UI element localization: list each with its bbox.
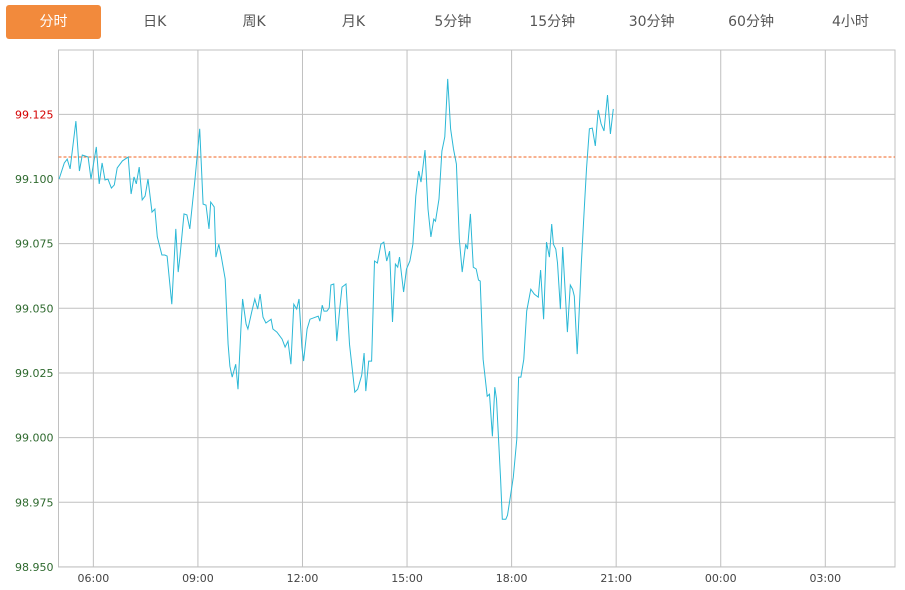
- tab-60min[interactable]: 60分钟: [728, 14, 774, 30]
- x-tick-label: 06:00: [78, 572, 110, 585]
- x-tick-label: 18:00: [496, 572, 528, 585]
- x-tick-label: 12:00: [287, 572, 319, 585]
- tab-30min[interactable]: 30分钟: [628, 14, 675, 30]
- y-tick-label: 98.975: [15, 496, 54, 509]
- tab-4hour[interactable]: 4小时: [831, 14, 869, 30]
- tab-daily-k[interactable]: 日K: [143, 14, 167, 30]
- y-tick-label: 98.950: [15, 561, 54, 574]
- y-tick-label: 99.125: [15, 108, 54, 121]
- tab-5min[interactable]: 5分钟: [434, 14, 472, 30]
- period-tabs: 分时 日K 周K 月K 5分钟 15分钟 30分钟 60分钟 4小时: [6, 5, 901, 39]
- y-tick-label: 99.050: [15, 302, 54, 315]
- grid-lines: [58, 49, 896, 568]
- tab-intraday[interactable]: 分时: [6, 5, 101, 39]
- y-tick-label: 99.000: [15, 432, 54, 445]
- y-tick-label: 99.075: [15, 238, 54, 251]
- tab-monthly-k[interactable]: 月K: [341, 14, 366, 30]
- y-tick-label: 99.100: [15, 173, 54, 186]
- y-tick-label: 99.025: [15, 367, 54, 380]
- x-tick-label: 21:00: [600, 572, 632, 585]
- tab-weekly-k[interactable]: 周K: [242, 14, 266, 30]
- x-axis-labels: 06:00 09:00 12:00 15:00 18:00 21:00 00:00 03:00: [78, 572, 842, 585]
- x-tick-label: 03:00: [809, 572, 841, 585]
- x-tick-label: 00:00: [705, 572, 737, 585]
- y-axis-labels: 99.125 99.100 99.075 99.050 99.025 99.000 98.9…: [15, 108, 54, 574]
- price-line: [58, 78, 614, 520]
- x-tick-label: 15:00: [391, 572, 423, 585]
- tab-15min[interactable]: 15分钟: [529, 14, 576, 30]
- x-tick-label: 09:00: [182, 572, 214, 585]
